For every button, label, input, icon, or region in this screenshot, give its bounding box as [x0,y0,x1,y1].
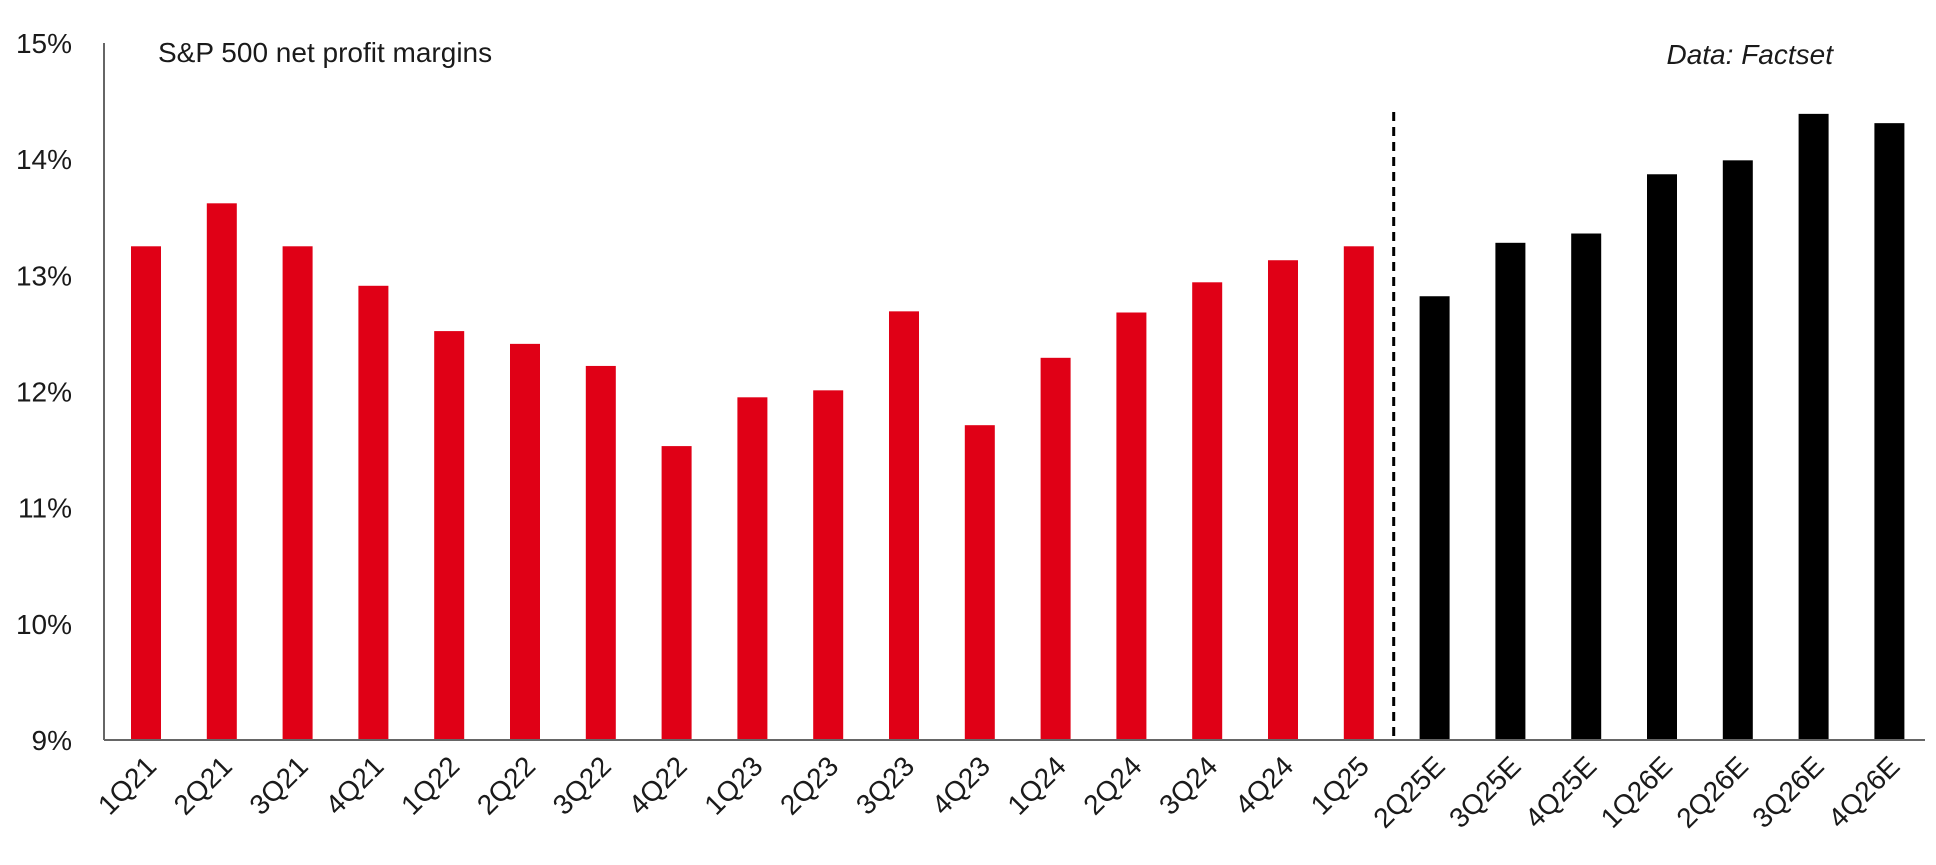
source-note: Data: Factset [1666,39,1834,70]
bar-1q24 [1040,357,1071,740]
chart-title: S&P 500 net profit margins [158,37,492,68]
bar-3q21 [282,246,313,740]
bar-2q21 [206,203,237,740]
x-tick-label: 1Q26E [1595,750,1679,834]
x-tick-label: 2Q24 [1077,750,1147,820]
bar-3q22 [585,365,616,740]
bar-2q23 [813,390,844,740]
x-tick-label: 1Q24 [1001,750,1071,820]
y-tick-label: 11% [18,493,72,524]
bar-1q23 [737,397,768,740]
x-axis-labels: 1Q21 2Q21 3Q21 4Q21 1Q22 2Q22 3Q22 4Q22 1Q23 2Q23… [92,750,1906,834]
bar-2q24 [1116,312,1147,740]
y-tick-label: 9% [32,725,72,756]
x-tick-label: 1Q25 [1305,750,1375,820]
bar-2q26e [1722,160,1753,740]
x-tick-label: 4Q23 [926,750,996,820]
x-tick-label: 4Q22 [622,750,692,820]
x-tick-label: 3Q21 [243,750,313,820]
y-tick-label: 14% [16,144,72,175]
bar-1q21 [131,246,161,740]
bar-1q22 [434,331,465,740]
bar-4q23 [964,425,995,740]
x-tick-label: 2Q25E [1367,750,1451,834]
bar-2q22 [510,343,540,740]
bar-3q25e [1495,242,1526,740]
y-tick-label: 12% [16,377,72,408]
x-tick-label: 4Q25E [1519,750,1603,834]
x-tick-label: 4Q21 [319,750,389,820]
bar-3q24 [1192,282,1223,740]
bar-4q21 [358,285,389,740]
x-tick-label: 3Q23 [850,750,920,820]
x-tick-label: 4Q24 [1229,750,1299,820]
bar-4q26e [1874,123,1905,740]
x-tick-label: 1Q22 [395,750,465,820]
x-tick-label: 2Q21 [168,750,238,820]
y-tick-label: 13% [16,260,72,291]
bar-4q22 [661,446,692,740]
bar-3q26e [1798,113,1829,740]
bar-3q23 [889,311,919,740]
bar-4q24 [1268,260,1298,740]
bars [131,113,1905,741]
x-tick-label: 1Q21 [92,750,162,820]
y-axis-ticks: 9% 10% 11% 12% 13% 14% 15% [16,28,72,756]
bar-2q25e [1419,296,1450,740]
bar-4q25e [1571,233,1602,740]
bar-1q26e [1647,174,1677,741]
x-tick-label: 4Q26E [1822,750,1906,834]
x-tick-label: 3Q22 [547,750,617,820]
x-tick-label: 3Q26E [1746,750,1830,834]
x-tick-label: 3Q25E [1443,750,1527,834]
x-tick-label: 2Q26E [1670,750,1754,834]
y-tick-label: 10% [16,609,72,640]
x-tick-label: 3Q24 [1153,750,1223,820]
x-tick-label: 2Q23 [774,750,844,820]
bar-1q25 [1343,246,1374,740]
y-tick-label: 15% [16,28,72,59]
x-tick-label: 1Q23 [698,750,768,820]
x-tick-label: 2Q22 [471,750,541,820]
